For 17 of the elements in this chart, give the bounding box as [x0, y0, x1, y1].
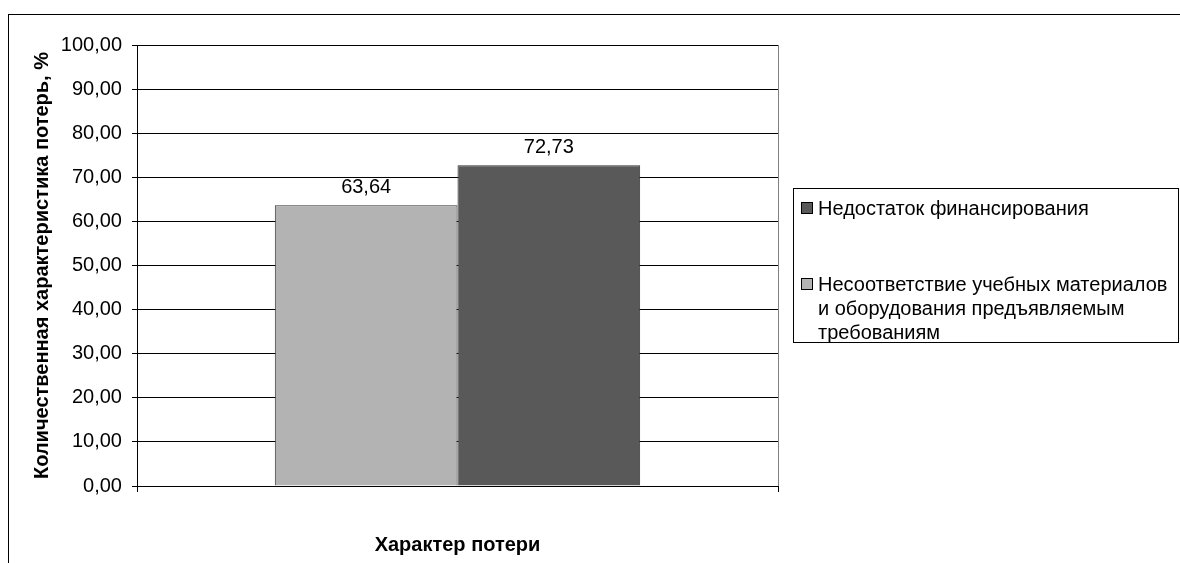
y-axis-title: Количественная характеристика потерь, %	[29, 51, 52, 480]
y-tick-label: 40,00	[71, 297, 122, 320]
legend-label: Несоответствие учебных материалов и оборудования предъявляемым требованиям	[818, 272, 1169, 344]
y-tick-label: 90,00	[71, 76, 122, 99]
y-tick-label: 100,00	[60, 32, 122, 55]
data-label: 72,73	[523, 134, 574, 157]
x-axis-title: Характер потери	[374, 532, 541, 555]
y-tick-label: 20,00	[71, 385, 122, 408]
y-tick-label: 70,00	[71, 164, 122, 187]
y-tick-label: 30,00	[71, 341, 122, 364]
legend-label: Недостаток финансирования	[818, 196, 1089, 220]
y-tick-label: 50,00	[71, 253, 122, 276]
y-tick-label: 60,00	[71, 208, 122, 231]
data-label: 63,64	[341, 174, 392, 197]
y-tick-label: 0,00	[83, 473, 122, 496]
y-tick-label: 10,00	[71, 429, 122, 452]
y-tick-label: 80,00	[71, 120, 122, 143]
